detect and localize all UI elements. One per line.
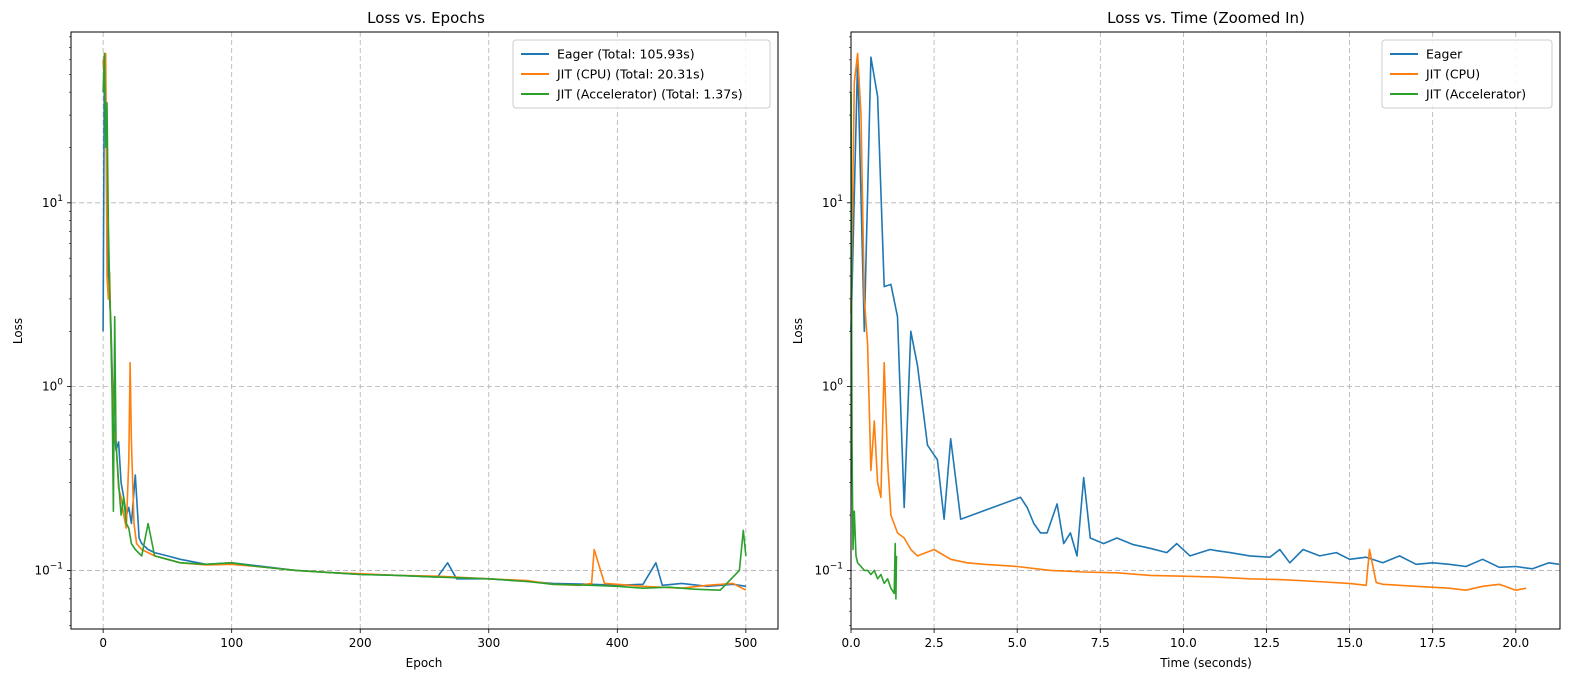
time-x-axis-label: Time (seconds) (1159, 656, 1252, 670)
epoch-legend-label: Eager (Total: 105.93s) (557, 47, 695, 62)
epoch-x-tick-label: 300 (477, 636, 500, 650)
epoch-y-ticks: 10−1 100 101 (34, 36, 71, 627)
epoch-legend-label: JIT (Accelerator) (Total: 1.37s) (556, 87, 743, 102)
time-x-tick-label: 17.5 (1419, 636, 1446, 650)
time-plot-frame (850, 31, 1561, 630)
epoch-x-ticks: 0 100 200 300 400 500 (99, 629, 757, 650)
time-x-tick-label: 0.0 (841, 636, 860, 650)
time-x-tick-label: 10.0 (1170, 636, 1197, 650)
epoch-legend: Eager (Total: 105.93s) JIT (CPU) (Total: … (512, 39, 771, 109)
time-legend: Eager JIT (CPU) JIT (Accelerator) (1381, 39, 1553, 109)
time-y-tick-label: 10−1 (814, 561, 843, 577)
epoch-plot-frame (70, 31, 779, 630)
epoch-x-tick-label: 400 (606, 636, 629, 650)
time-loss-panel: Loss vs. Time (Zoomed In) 0.0 2.5 5.0 7.5 10… (791, 9, 1561, 670)
epoch-x-tick-label: 500 (734, 636, 757, 650)
time-x-ticks: 0.0 2.5 5.0 7.5 10.0 12.5 15.0 17.5 20.0 (841, 629, 1529, 650)
epoch-x-axis-label: Epoch (406, 656, 443, 670)
time-legend-label: JIT (Accelerator) (1425, 87, 1526, 102)
time-legend-label: JIT (CPU) (1425, 67, 1480, 82)
epoch-legend-box (512, 39, 771, 109)
time-series-group (850, 52, 1560, 600)
epoch-chart-title: Loss vs. Epochs (367, 9, 485, 27)
time-x-tick-label: 7.5 (1091, 636, 1110, 650)
epoch-series-line (102, 52, 747, 591)
time-chart-title: Loss vs. Time (Zoomed In) (1107, 9, 1305, 27)
time-x-tick-label: 15.0 (1336, 636, 1363, 650)
time-legend-label: Eager (1426, 47, 1463, 62)
epoch-y-tick-label: 10−1 (34, 561, 63, 577)
epoch-y-axis-label: Loss (11, 318, 25, 344)
time-x-tick-label: 2.5 (925, 636, 944, 650)
time-y-ticks: 10−1 100 101 (814, 36, 851, 627)
epoch-x-tick-label: 0 (99, 636, 107, 650)
epoch-y-tick-label: 100 (42, 378, 63, 394)
epoch-loss-panel: Loss vs. Epochs 0 100 200 300 400 500 10−1 100… (11, 9, 779, 670)
time-y-tick-label: 100 (822, 378, 843, 394)
time-x-tick-label: 5.0 (1008, 636, 1027, 650)
time-series-line (850, 92, 898, 600)
epoch-legend-label: JIT (CPU) (Total: 20.31s) (556, 67, 705, 82)
time-series-line (850, 52, 1527, 591)
time-y-axis-label: Loss (791, 318, 805, 344)
epoch-x-tick-label: 100 (220, 636, 243, 650)
time-y-tick-label: 101 (822, 194, 843, 210)
time-legend-box (1381, 39, 1553, 109)
epoch-x-tick-label: 200 (349, 636, 372, 650)
time-series-line (850, 56, 1560, 570)
epoch-y-tick-label: 101 (42, 194, 63, 210)
time-x-tick-label: 20.0 (1502, 636, 1529, 650)
epoch-series-group (102, 52, 747, 591)
time-x-tick-label: 12.5 (1253, 636, 1280, 650)
